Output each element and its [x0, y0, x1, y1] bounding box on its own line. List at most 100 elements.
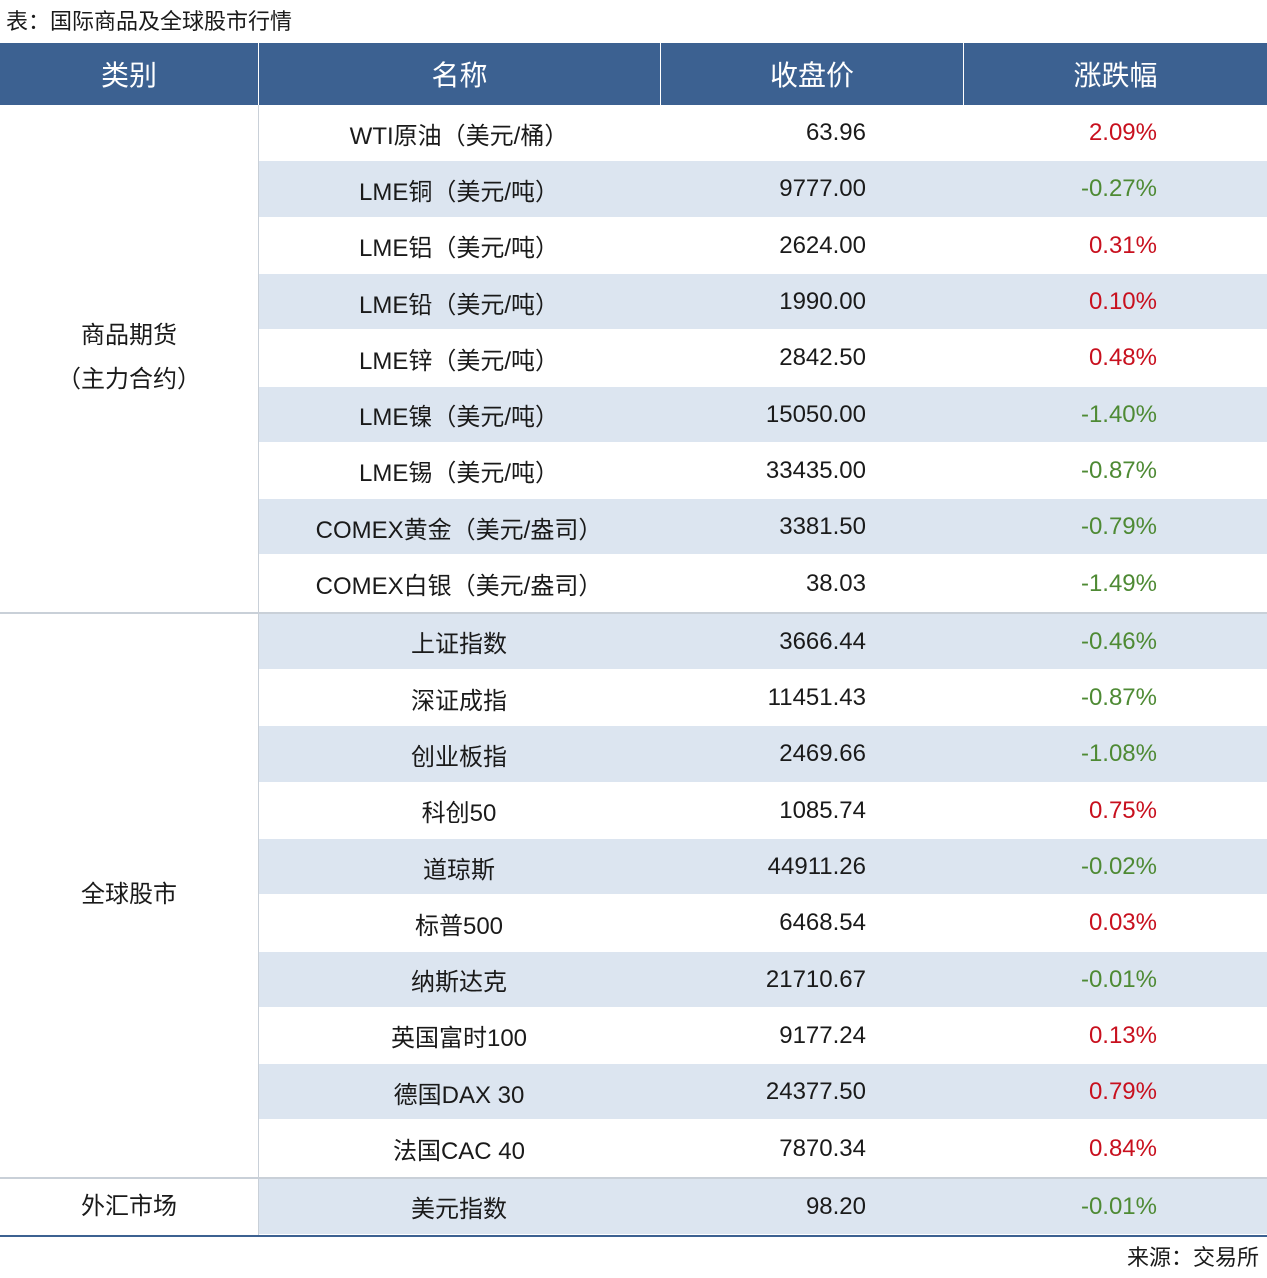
row-divider	[258, 1006, 1267, 1008]
name-cell: 深证成指	[411, 687, 507, 715]
change-cell: 0.13%	[1088, 1021, 1157, 1049]
row-divider	[258, 781, 1267, 783]
group-separator	[0, 1176, 1267, 1179]
category-line: 外汇市场	[81, 1192, 177, 1220]
price-cell: 3381.50	[779, 513, 866, 541]
change-cell: 0.31%	[1088, 231, 1157, 259]
price-cell: 3666.44	[779, 627, 866, 655]
source-note: 来源：交易所	[1126, 1245, 1259, 1270]
group-separator	[0, 611, 1267, 614]
name-cell: 道琼斯	[423, 856, 495, 884]
table-bottom-border	[0, 1235, 1267, 1237]
name-cell: 标普500	[414, 912, 504, 940]
category-line: 全球股市	[81, 881, 177, 909]
change-cell: -1.40%	[1080, 400, 1157, 428]
price-cell: 21710.67	[765, 965, 866, 993]
row-divider	[258, 385, 1267, 387]
row-shade	[258, 613, 1267, 670]
row-shade	[258, 161, 1267, 218]
row-shade	[258, 273, 1267, 331]
price-cell: 2624.00	[779, 231, 866, 259]
column-divider	[258, 105, 259, 612]
row-shade	[258, 499, 1267, 556]
column-divider	[258, 1178, 259, 1235]
change-cell: 0.75%	[1088, 796, 1157, 824]
row-divider	[258, 329, 1267, 331]
price-cell: 15050.00	[765, 400, 866, 428]
row-divider	[258, 894, 1267, 896]
name-cell: LME铅（美元/吨）	[358, 291, 559, 319]
price-cell: 7870.34	[779, 1134, 866, 1162]
row-shade	[258, 1064, 1267, 1121]
header-cell: 收盘价	[660, 43, 963, 105]
row-shade	[258, 386, 1267, 443]
row-divider	[258, 160, 1267, 162]
change-cell: -1.08%	[1080, 740, 1157, 768]
row-shade	[258, 726, 1267, 783]
price-cell: 2842.50	[779, 344, 866, 372]
name-cell: 上证指数	[411, 631, 507, 659]
row-divider	[258, 216, 1267, 218]
column-divider	[258, 613, 259, 1177]
table-title: 表：国际商品及全球股市行情	[6, 9, 293, 34]
change-cell: -0.87%	[1080, 684, 1157, 712]
name-cell: 法国CAC 40	[392, 1138, 526, 1166]
change-cell: 2.09%	[1088, 119, 1157, 147]
header-cell: 类别	[0, 43, 258, 105]
name-cell: 科创50	[421, 800, 497, 828]
name-cell: 德国DAX 30	[393, 1081, 525, 1109]
price-cell: 24377.50	[765, 1078, 866, 1106]
name-cell: 纳斯达克	[411, 969, 507, 997]
change-cell: 0.79%	[1088, 1078, 1157, 1106]
price-cell: 63.96	[805, 119, 866, 147]
change-cell: -0.01%	[1080, 1192, 1157, 1220]
change-cell: -1.49%	[1080, 569, 1157, 597]
change-cell: 0.48%	[1088, 344, 1157, 372]
row-divider	[258, 725, 1267, 727]
change-cell: -0.87%	[1080, 456, 1157, 484]
price-cell: 1085.74	[779, 796, 866, 824]
price-cell: 44911.26	[767, 853, 866, 881]
price-cell: 38.03	[805, 569, 866, 597]
row-divider	[258, 837, 1267, 839]
price-cell: 11451.43	[767, 684, 866, 712]
price-cell: 9777.00	[779, 175, 866, 203]
category-line: 商品期货	[81, 322, 177, 350]
row-divider	[258, 950, 1267, 952]
name-cell: LME锌（美元/吨）	[358, 347, 559, 375]
category-cell: 外汇市场	[0, 1179, 258, 1235]
name-cell: 英国富时100	[390, 1025, 528, 1053]
row-divider	[258, 1234, 1267, 1235]
row-divider	[258, 1175, 1267, 1177]
header-cell: 名称	[258, 43, 660, 105]
name-cell: LME镍（美元/吨）	[358, 404, 559, 432]
name-cell: LME铜（美元/吨）	[358, 178, 559, 206]
price-cell: 1990.00	[779, 288, 866, 316]
name-cell: 美元指数	[411, 1196, 507, 1224]
row-divider	[258, 554, 1267, 556]
change-cell: 0.03%	[1088, 909, 1157, 937]
header-cell: 涨跌幅	[963, 43, 1267, 105]
row-divider	[258, 669, 1267, 670]
change-cell: -0.27%	[1080, 175, 1157, 203]
category-cell: 商品期货 （主力合约）	[0, 105, 258, 612]
name-cell: COMEX黄金（美元/盎司）	[315, 516, 603, 544]
change-cell: -0.01%	[1080, 965, 1157, 993]
change-cell: 0.10%	[1088, 288, 1157, 316]
price-cell: 6468.54	[779, 909, 866, 937]
price-cell: 2469.66	[779, 740, 866, 768]
row-divider	[258, 272, 1267, 274]
row-shade	[258, 951, 1267, 1008]
row-divider	[258, 1119, 1267, 1121]
price-cell: 33435.00	[765, 456, 866, 484]
row-shade	[258, 1178, 1267, 1235]
row-divider	[258, 1063, 1267, 1065]
row-divider	[258, 610, 1267, 612]
name-cell: LME铝（美元/吨）	[358, 235, 559, 263]
name-cell: WTI原油（美元/桶）	[349, 122, 569, 150]
name-cell: LME锡（美元/吨）	[358, 460, 559, 488]
row-divider	[258, 498, 1267, 500]
price-cell: 9177.24	[779, 1021, 866, 1049]
change-cell: 0.84%	[1088, 1134, 1157, 1162]
row-divider	[258, 441, 1267, 443]
